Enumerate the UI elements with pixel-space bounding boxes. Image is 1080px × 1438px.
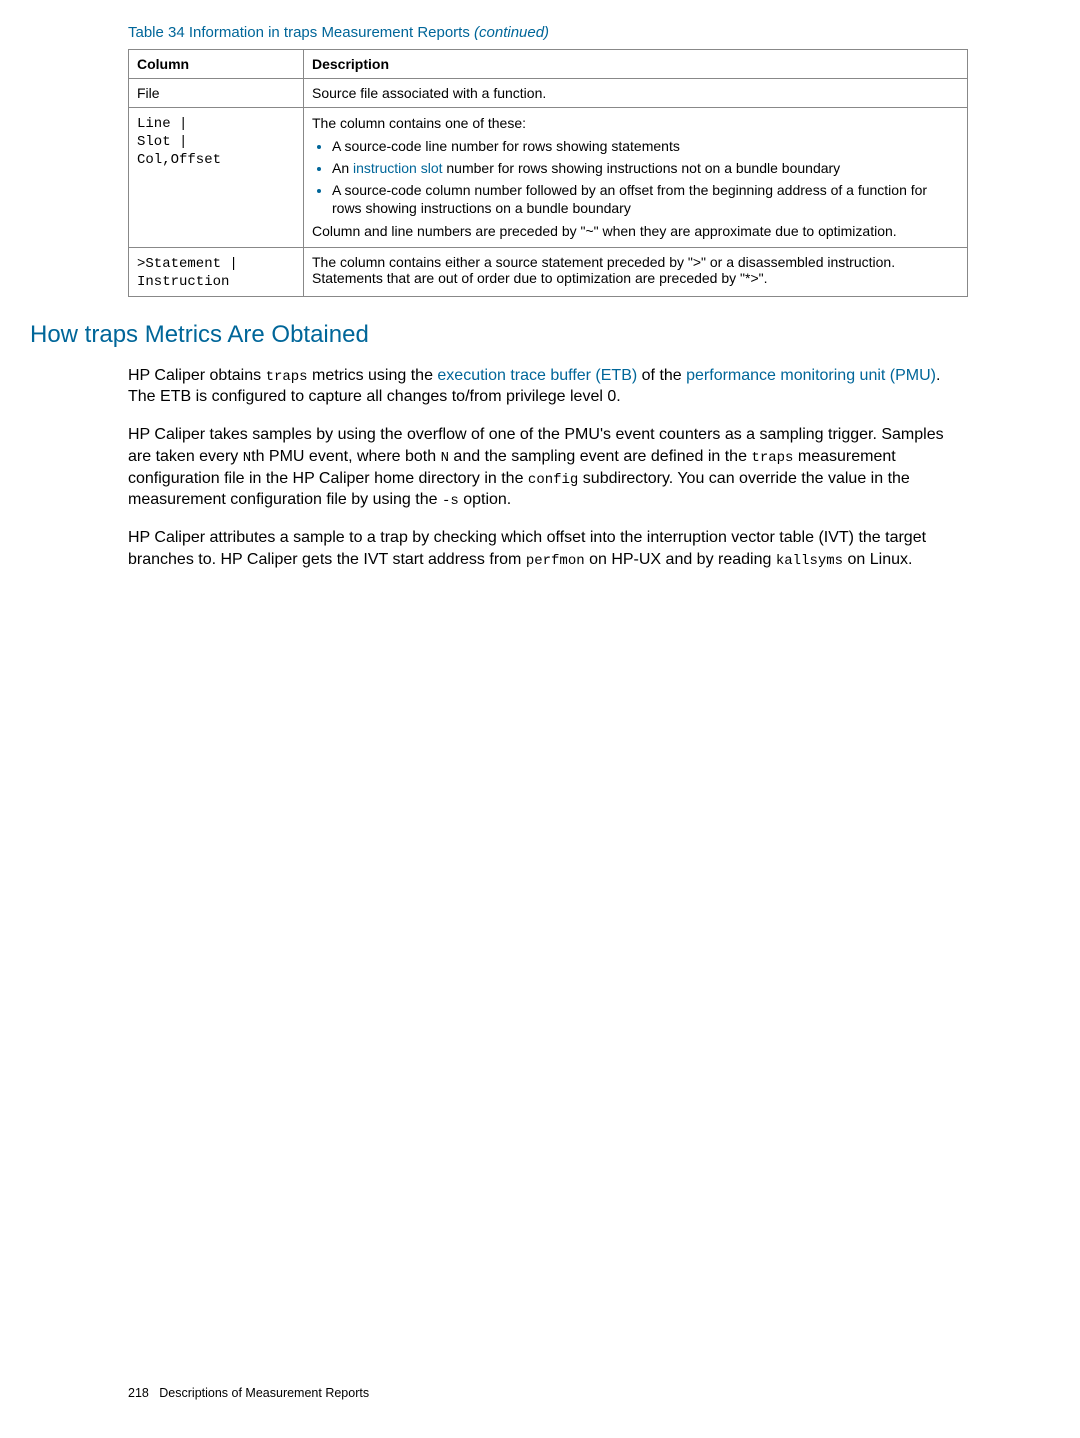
page-number: 218 [128, 1386, 149, 1400]
list-item: A source-code column number followed by … [332, 181, 959, 217]
mono-text: traps [266, 369, 308, 385]
cell-description: Source file associated with a function. [304, 79, 968, 108]
link-instruction-slot[interactable]: instruction slot [353, 160, 442, 176]
body-paragraph: HP Caliper obtains traps metrics using t… [128, 365, 968, 408]
cell-description: The column contains one of these: A sour… [304, 108, 968, 248]
mono-text: N [243, 450, 251, 466]
table-title: Table 34 Information in traps Measuremen… [128, 24, 968, 41]
col-text: Line | [137, 116, 187, 132]
list-item: An instruction slot number for rows show… [332, 159, 959, 177]
text: on HP-UX and by reading [585, 551, 776, 568]
table-row: Line | Slot | Col,Offset The column cont… [129, 108, 968, 248]
table-row: File Source file associated with a funct… [129, 79, 968, 108]
header-description: Description [304, 50, 968, 79]
body-paragraph: HP Caliper attributes a sample to a trap… [128, 527, 968, 570]
link-pmu[interactable]: performance monitoring unit (PMU) [686, 367, 936, 384]
body-paragraph: HP Caliper takes samples by using the ov… [128, 424, 968, 511]
col-text: >Statement | [137, 256, 238, 272]
mono-text: config [528, 472, 578, 488]
table-title-main: Table 34 Information in traps Measuremen… [128, 24, 470, 41]
text: on Linux. [843, 551, 912, 568]
cell-column: >Statement | Instruction [129, 247, 304, 296]
text: HP Caliper obtains [128, 367, 266, 384]
mono-text: N [441, 450, 449, 466]
desc-tail: Column and line numbers are preceded by … [312, 222, 959, 241]
text: and the sampling event are defined in th… [449, 448, 751, 465]
cell-column: Line | Slot | Col,Offset [129, 108, 304, 248]
mono-text: -s [442, 493, 459, 509]
link-etb[interactable]: execution trace buffer (ETB) [437, 367, 637, 384]
col-text: Instruction [137, 274, 229, 290]
page-footer: 218 Descriptions of Measurement Reports [128, 1386, 369, 1400]
footer-label: Descriptions of Measurement Reports [159, 1386, 369, 1400]
text: th PMU event, where both [251, 448, 440, 465]
li-text: An [332, 160, 353, 176]
col-text: Slot | [137, 134, 187, 150]
measurement-table: Column Description File Source file asso… [128, 49, 968, 297]
text: option. [459, 491, 511, 508]
text: metrics using the [308, 367, 438, 384]
mono-text: kallsyms [776, 553, 843, 569]
section-heading: How traps Metrics Are Obtained [30, 321, 968, 349]
table-title-continued: (continued) [470, 24, 549, 41]
mono-text: traps [751, 450, 793, 466]
header-column: Column [129, 50, 304, 79]
text: of the [637, 367, 686, 384]
page-content: Table 34 Information in traps Measuremen… [0, 0, 1080, 571]
desc-intro: The column contains one of these: [312, 114, 959, 133]
col-text: Col,Offset [137, 152, 221, 168]
mono-text: perfmon [526, 553, 585, 569]
cell-description: The column contains either a source stat… [304, 247, 968, 296]
list-item: A source-code line number for rows showi… [332, 137, 959, 155]
table-header-row: Column Description [129, 50, 968, 79]
desc-list: A source-code line number for rows showi… [312, 137, 959, 218]
cell-column: File [129, 79, 304, 108]
li-text: number for rows showing instructions not… [443, 160, 841, 176]
table-row: >Statement | Instruction The column cont… [129, 247, 968, 296]
